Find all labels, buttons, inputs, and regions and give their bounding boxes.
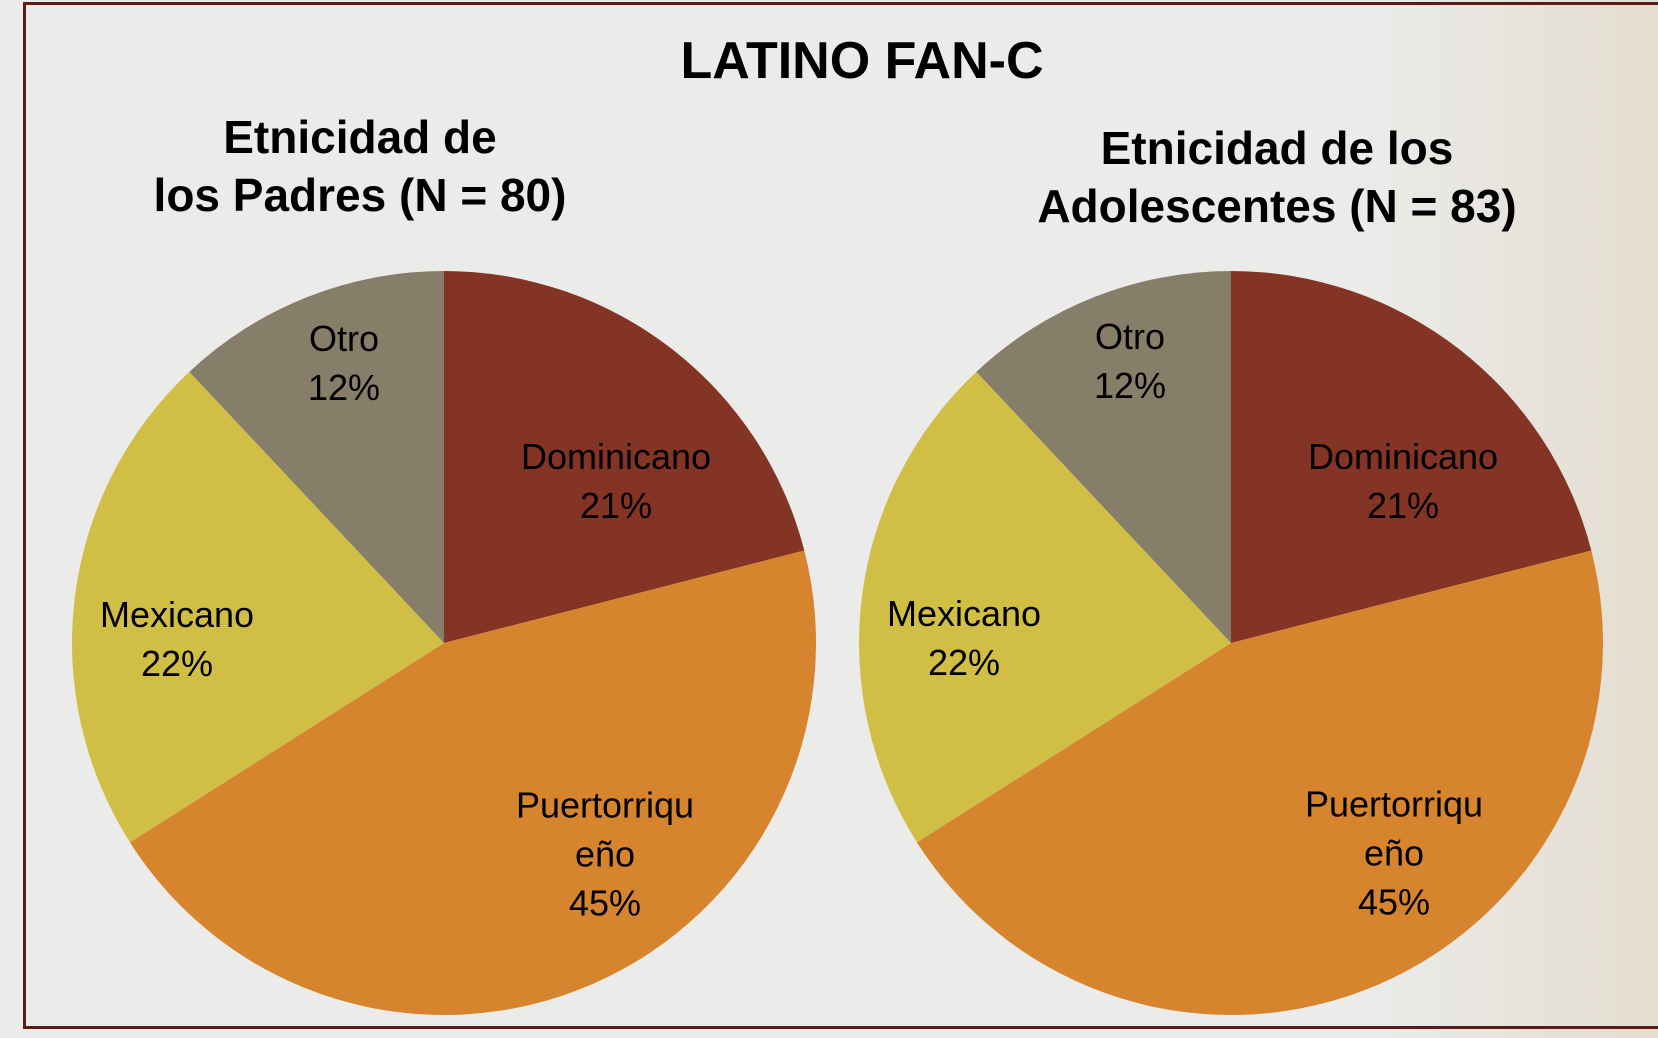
pie-slice xyxy=(444,271,805,643)
slice-value: 45% xyxy=(568,882,642,924)
chart-title-line: los Padres (N = 80) xyxy=(153,169,567,221)
pie-slice xyxy=(72,371,444,843)
chart-title-line: Etnicidad de los xyxy=(1100,122,1454,174)
chart-title-line: Etnicidad de xyxy=(223,111,497,163)
slice-value: 45% xyxy=(1357,881,1431,923)
slice-label: Mexicano 22% xyxy=(79,590,275,688)
pie-slice xyxy=(916,550,1604,1016)
slice-value: 22% xyxy=(927,642,1001,683)
slice-label: Dominicano 21% xyxy=(1305,432,1501,530)
chart-title: Etnicidad de los Adolescentes (N = 83) xyxy=(1037,119,1516,235)
slice-value: 22% xyxy=(140,643,214,684)
slice-category: Dominicano xyxy=(1307,436,1499,477)
slice-category: Puertorriqueño xyxy=(1304,783,1484,874)
slice-value: 21% xyxy=(579,485,653,526)
main-title: LATINO FAN-C xyxy=(680,32,1044,90)
chart-title-line: Adolescentes (N = 83) xyxy=(1037,180,1517,232)
pie-slice xyxy=(189,271,444,643)
slice-category: Puertorriqueño xyxy=(515,784,695,875)
slice-value: 12% xyxy=(307,367,381,408)
slice-label: Dominicano 21% xyxy=(518,432,714,530)
slice-value: 12% xyxy=(1093,365,1167,406)
slice-label: Otro 12% xyxy=(1032,312,1228,410)
pie-slice xyxy=(129,550,816,1015)
frame xyxy=(23,2,1658,1029)
slice-label: Puertorriqueño 45% xyxy=(507,781,703,928)
slice-label: Puertorriqueño 45% xyxy=(1296,780,1492,927)
pie-slice xyxy=(976,271,1231,643)
slice-category: Otro xyxy=(1094,316,1165,357)
slice-label: Otro 12% xyxy=(246,314,442,412)
pie-slice xyxy=(859,371,1231,843)
slice-category: Mexicano xyxy=(886,593,1042,634)
slice-category: Dominicano xyxy=(520,436,712,477)
slice-category: Otro xyxy=(308,318,379,359)
chart-title: Etnicidad de los Padres (N = 80) xyxy=(154,108,567,224)
pie-slice xyxy=(1231,271,1592,643)
slice-label: Mexicano 22% xyxy=(866,589,1062,687)
slice-value: 21% xyxy=(1366,485,1440,526)
slice-category: Mexicano xyxy=(99,594,255,635)
